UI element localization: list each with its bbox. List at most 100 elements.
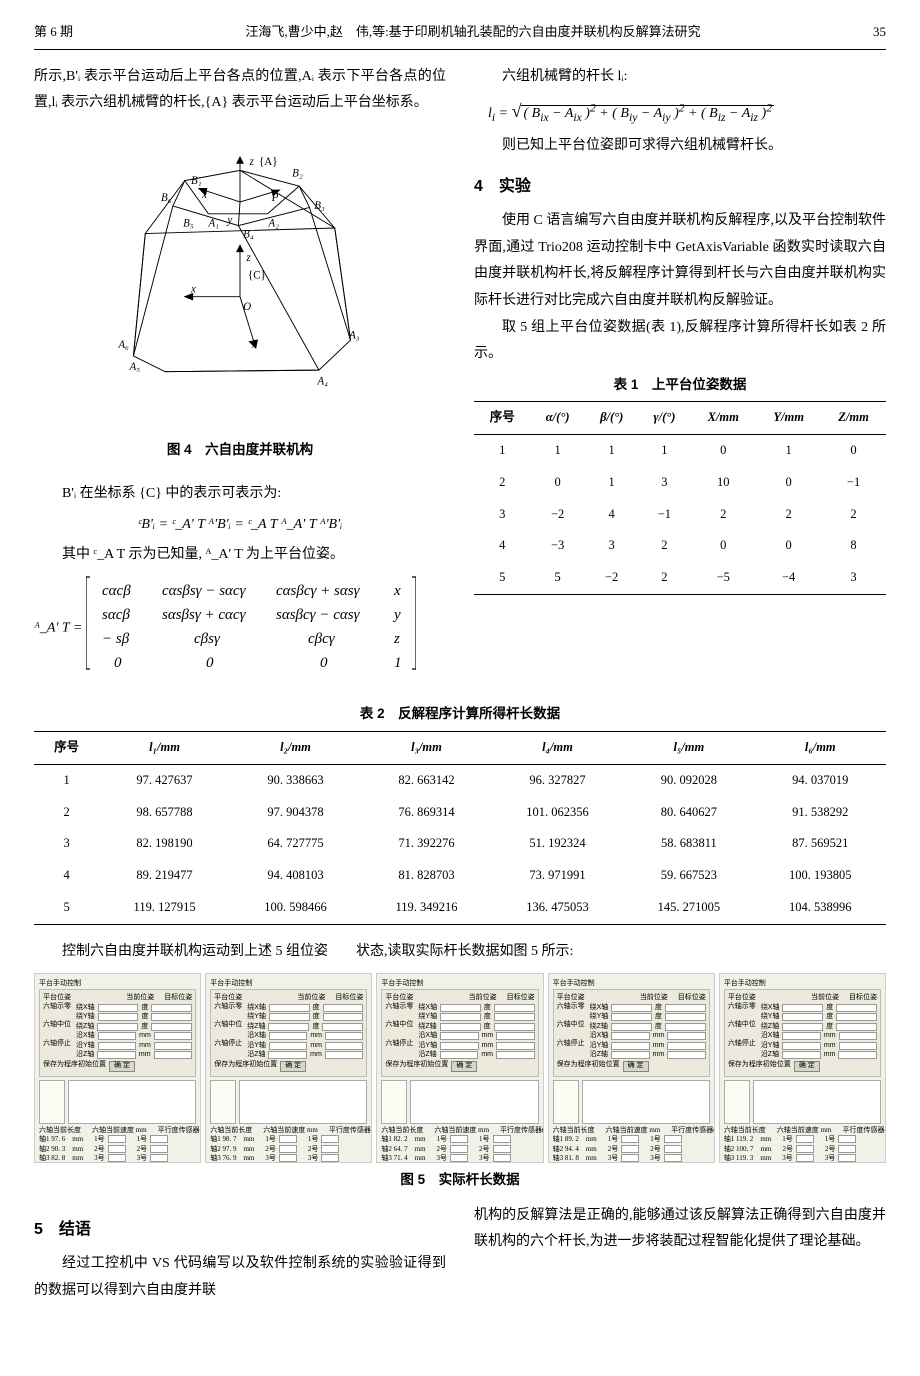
cell: 0 xyxy=(690,530,756,562)
cell: 1 xyxy=(756,435,821,467)
cell: 2 xyxy=(638,530,690,562)
cell: 1 xyxy=(34,764,99,796)
cell: 2 xyxy=(474,467,530,499)
svg-text:B₁: B₁ xyxy=(191,175,202,187)
cell: 145. 271005 xyxy=(623,892,754,924)
fig5-caption: 图 5 实际杆长数据 xyxy=(34,1167,886,1193)
cell: 104. 538996 xyxy=(755,892,886,924)
running-head: 第 6 期 汪海飞,曹少中,赵 伟,等:基于印刷机轴孔装配的六自由度并联机构反解… xyxy=(34,20,886,50)
cell: 73. 971991 xyxy=(492,860,623,892)
svg-text:B₃: B₃ xyxy=(314,200,325,212)
th: 序号 xyxy=(474,402,530,435)
cell: 71. 392276 xyxy=(361,828,492,860)
para-r4: 取 5 组上平台位姿数据(表 1),反解程序计算所得杆长如表 2 所示。 xyxy=(474,315,886,368)
tab2-caption: 表 2 反解程序计算所得杆长数据 xyxy=(34,701,886,727)
cell: 51. 192324 xyxy=(492,828,623,860)
cell: 94. 408103 xyxy=(230,860,361,892)
svg-text:y: y xyxy=(226,214,232,226)
table-row: 2013100−1 xyxy=(474,467,886,499)
matrix-label: ᴬ_A' T = xyxy=(34,620,82,635)
table-2: 序号 l₁/mm l₂/mm l₃/mm l₄/mm l₅/mm l₆/mm 1… xyxy=(34,731,886,925)
ui-screenshot: 平台手动控制平台位姿当前位姿 目标位姿六轴示零六轴中位六轴停止绕X轴度绕Y轴度绕… xyxy=(548,973,715,1163)
eq2: li = √( Bix − Aix )2 + ( Biy − Aiy )2 + … xyxy=(474,94,886,129)
col-left-2: 5 结语 经过工控机中 VS 代码编写以及软件控制系统的实验验证得到的数据可以得… xyxy=(34,1203,446,1305)
cell: 5 xyxy=(474,562,530,594)
th: α/(°) xyxy=(530,402,584,435)
tab1-caption: 表 1 上平台位姿数据 xyxy=(474,372,886,398)
cell: 94. 037019 xyxy=(755,764,886,796)
cell: 100. 598466 xyxy=(230,892,361,924)
para-c2: 机构的反解算法是正确的,能够通过该反解算法正确得到六自由度并联机构的六个杆长,为… xyxy=(474,1203,886,1256)
para-r2: 则已知上平台位姿即可求得六组机械臂杆长。 xyxy=(474,133,886,160)
cell: 3 xyxy=(638,467,690,499)
upper-columns: 所示,B'ᵢ 表示平台运动后上平台各点的位置,Aᵢ 表示下平台各点的位置,lᵢ … xyxy=(34,64,886,688)
svg-text:B₅: B₅ xyxy=(183,217,194,229)
matrix: cαcβ cαsβsγ − sαcγ cαsβcγ + sαsγ x sαcβ … xyxy=(86,573,416,684)
table-row: 382. 19819064. 72777571. 39227651. 19232… xyxy=(34,828,886,860)
cell: 59. 667523 xyxy=(623,860,754,892)
cell: 1 xyxy=(638,435,690,467)
cell: 5 xyxy=(530,562,584,594)
cell: −3 xyxy=(530,530,584,562)
table-row: 197. 42763790. 33866382. 66314296. 32782… xyxy=(34,764,886,796)
ui-screenshot: 平台手动控制平台位姿当前位姿 目标位姿六轴示零六轴中位六轴停止绕X轴度绕Y轴度绕… xyxy=(34,973,201,1163)
ui-screenshot: 平台手动控制平台位姿当前位姿 目标位姿六轴示零六轴中位六轴停止绕X轴度绕Y轴度绕… xyxy=(719,973,886,1163)
table-row: 序号 α/(°) β/(°) γ/(°) X/mm Y/mm Z/mm xyxy=(474,402,886,435)
table-row: 298. 65778897. 90437876. 869314101. 0623… xyxy=(34,797,886,829)
svg-text:cαsβsγ − sαcγ: cαsβsγ − sαcγ xyxy=(162,583,247,599)
svg-text:cβcγ: cβcγ xyxy=(308,631,336,647)
svg-text:B₄: B₄ xyxy=(243,228,254,240)
th: l₁/mm xyxy=(99,732,230,765)
cell: 2 xyxy=(821,499,886,531)
cell: −1 xyxy=(821,467,886,499)
svg-text:sαsβcγ − cαsγ: sαsβcγ − cαsγ xyxy=(276,607,361,623)
cell: −2 xyxy=(530,499,584,531)
th: 序号 xyxy=(34,732,99,765)
table-row: 序号 l₁/mm l₂/mm l₃/mm l₄/mm l₅/mm l₆/mm xyxy=(34,732,886,765)
tab2-body: 197. 42763790. 33866382. 66314296. 32782… xyxy=(34,764,886,924)
svg-text:x: x xyxy=(190,284,196,296)
svg-text:A₁: A₁ xyxy=(207,217,219,229)
cell: 0 xyxy=(756,467,821,499)
cell: 91. 538292 xyxy=(755,797,886,829)
para-mid: 控制六自由度并联机构运动到上述 5 组位姿 状态,读取实际杆长数据如图 5 所示… xyxy=(34,939,886,966)
svg-text:z: z xyxy=(248,156,254,168)
cell: −5 xyxy=(690,562,756,594)
issue: 第 6 期 xyxy=(34,20,73,45)
sec4-head: 4 实验 xyxy=(474,172,886,202)
col-left: 所示,B'ᵢ 表示平台运动后上平台各点的位置,Aᵢ 表示下平台各点的位置,lᵢ … xyxy=(34,64,446,688)
ui-screenshot: 平台手动控制平台位姿当前位姿 目标位姿六轴示零六轴中位六轴停止绕X轴度绕Y轴度绕… xyxy=(205,973,372,1163)
table-row: 1111010 xyxy=(474,435,886,467)
th: l₃/mm xyxy=(361,732,492,765)
cell: 1 xyxy=(474,435,530,467)
para-r3: 使用 C 语言编写六自由度并联机构反解程序,以及平台控制软件界面,通过 Trio… xyxy=(474,208,886,314)
th: X/mm xyxy=(690,402,756,435)
svg-text:A₃: A₃ xyxy=(348,329,360,341)
cell: 2 xyxy=(638,562,690,594)
table-row: 4−332008 xyxy=(474,530,886,562)
svg-text:0: 0 xyxy=(320,655,328,671)
cell: 97. 427637 xyxy=(99,764,230,796)
cell: 0 xyxy=(821,435,886,467)
cell: −4 xyxy=(756,562,821,594)
cell: 8 xyxy=(821,530,886,562)
ui-screenshot: 平台手动控制平台位姿当前位姿 目标位姿六轴示零六轴中位六轴停止绕X轴度绕Y轴度绕… xyxy=(376,973,543,1163)
svg-text:B₂: B₂ xyxy=(292,168,303,180)
cell: −1 xyxy=(638,499,690,531)
cell: 3 xyxy=(474,499,530,531)
cell: 76. 869314 xyxy=(361,797,492,829)
cell: 90. 338663 xyxy=(230,764,361,796)
th: Z/mm xyxy=(821,402,886,435)
svg-text:− sβ: − sβ xyxy=(102,631,130,647)
th: l₄/mm xyxy=(492,732,623,765)
sec5-head: 5 结语 xyxy=(34,1215,446,1245)
svg-text:x: x xyxy=(393,583,401,599)
svg-text:A₆: A₆ xyxy=(117,339,129,351)
svg-text:0: 0 xyxy=(114,655,122,671)
svg-text:A₂: A₂ xyxy=(267,217,279,229)
cell: 4 xyxy=(34,860,99,892)
cell: 82. 198190 xyxy=(99,828,230,860)
cell: 1 xyxy=(530,435,584,467)
cell: 1 xyxy=(585,435,639,467)
para-c1: 经过工控机中 VS 代码编写以及软件控制系统的实验验证得到的数据可以得到六自由度… xyxy=(34,1251,446,1304)
